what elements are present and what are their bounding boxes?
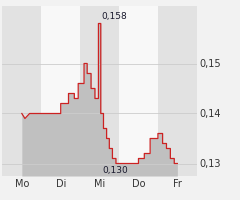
Bar (119, 6, 158, 176)
Text: 0,130: 0,130 (102, 166, 128, 175)
Bar (2, 6, 41, 176)
Bar (158, 6, 197, 176)
Text: 0,158: 0,158 (102, 12, 127, 21)
Bar (80, 6, 119, 176)
Bar (41, 6, 80, 176)
